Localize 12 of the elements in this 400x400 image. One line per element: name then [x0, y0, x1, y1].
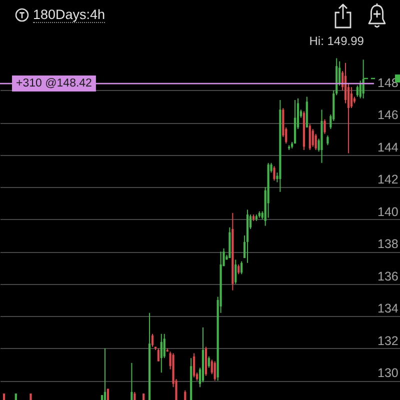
ref-line-label: +310 @148.42 — [16, 78, 92, 90]
y-tick-label: 144 — [378, 140, 398, 154]
annotation: Hi: 149.99 — [309, 34, 364, 48]
y-tick-label: 142 — [378, 172, 398, 187]
y-tick-label: 146 — [378, 108, 398, 122]
text: 180Days:4h — [33, 7, 106, 22]
y-tick-label: 132 — [378, 334, 398, 348]
y-tick-label: 140 — [378, 204, 398, 219]
y-tick-label: 130 — [378, 366, 398, 380]
y-tick-label: 136 — [378, 269, 398, 284]
y-tick-label: 134 — [378, 302, 398, 316]
y-tick-label: 138 — [378, 237, 398, 252]
